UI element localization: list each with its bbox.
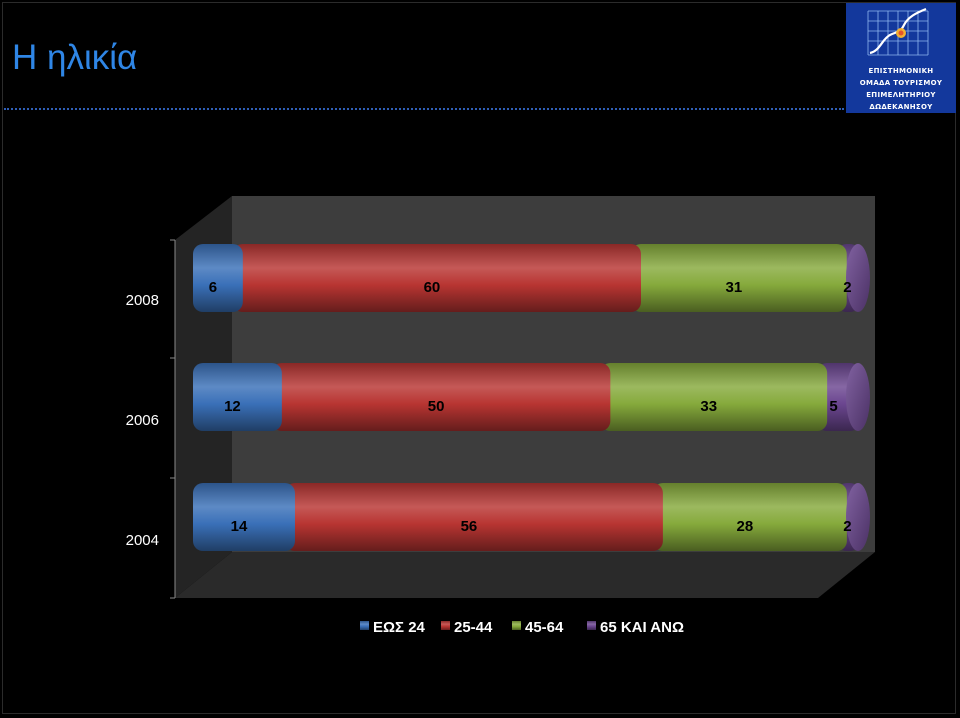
bar-segment xyxy=(271,363,611,431)
legend-label: ΕΩΣ 24 xyxy=(373,619,426,636)
chart-floor xyxy=(175,552,875,598)
data-label: 2 xyxy=(843,279,851,296)
data-label: 31 xyxy=(726,279,743,296)
legend-swatch xyxy=(360,621,369,630)
data-label: 2 xyxy=(843,518,851,535)
legend-label: 65 ΚΑΙ ΑΝΩ xyxy=(600,619,684,636)
category-label: 2006 xyxy=(126,412,159,429)
bar-segment xyxy=(193,363,282,431)
category-label: 2004 xyxy=(126,532,159,549)
page-title: Η ηλικία xyxy=(12,38,138,77)
data-label: 50 xyxy=(428,398,445,415)
logo-text-line: ΟΜΑΔΑ ΤΟΥΡΙΣΜΟΥ xyxy=(859,79,943,87)
bar-end-cap xyxy=(846,483,870,551)
growth-graph-icon xyxy=(867,7,929,56)
legend-label: 45-64 xyxy=(525,619,564,636)
bar-segment xyxy=(652,483,847,551)
data-label: 5 xyxy=(829,398,837,415)
bar-end-cap xyxy=(846,363,870,431)
bar-segment xyxy=(600,363,828,431)
category-label: 2008 xyxy=(126,292,159,309)
bar-segment xyxy=(193,244,243,312)
legend-swatch xyxy=(587,621,596,630)
logo-text-line: ΕΠΙΣΤΗΜΟΝΙΚΗ xyxy=(868,67,934,75)
data-label: 28 xyxy=(737,518,754,535)
bar-segment xyxy=(193,483,295,551)
data-label: 33 xyxy=(700,398,717,415)
bar-segment xyxy=(284,483,663,551)
organization-logo: ΕΠΙΣΤΗΜΟΝΙΚΗ ΟΜΑΔΑ ΤΟΥΡΙΣΜΟΥ ΕΠΙΜΕΛΗΤΗΡΙ… xyxy=(846,3,956,113)
logo-text-line: ΕΠΙΜΕΛΗΤΗΡΙΟΥ xyxy=(866,91,936,99)
bar-end-cap xyxy=(846,244,870,312)
title-divider xyxy=(4,108,844,110)
data-label: 14 xyxy=(231,518,248,535)
age-distribution-chart: 6 60 31 2 2008 12 50 33 5 2006 14 56 28 2 2004 xyxy=(126,196,875,599)
legend-label: 25-44 xyxy=(454,619,493,636)
legend-swatch xyxy=(441,621,450,630)
bar-segment xyxy=(232,244,641,312)
data-label: 6 xyxy=(209,279,217,296)
legend-swatch xyxy=(512,621,521,630)
data-label: 12 xyxy=(224,398,241,415)
data-label: 60 xyxy=(424,279,441,296)
logo-text-line: ΔΩΔΕΚΑΝΗΣΟΥ xyxy=(869,103,933,111)
chart-legend: ΕΩΣ 24 25-44 45-64 65 ΚΑΙ ΑΝΩ xyxy=(360,619,684,636)
bar-segment xyxy=(631,244,847,312)
data-label: 56 xyxy=(461,518,478,535)
bar-series-group: 6 60 31 2 2008 12 50 33 5 2006 14 56 28 2 2004 xyxy=(126,244,870,551)
